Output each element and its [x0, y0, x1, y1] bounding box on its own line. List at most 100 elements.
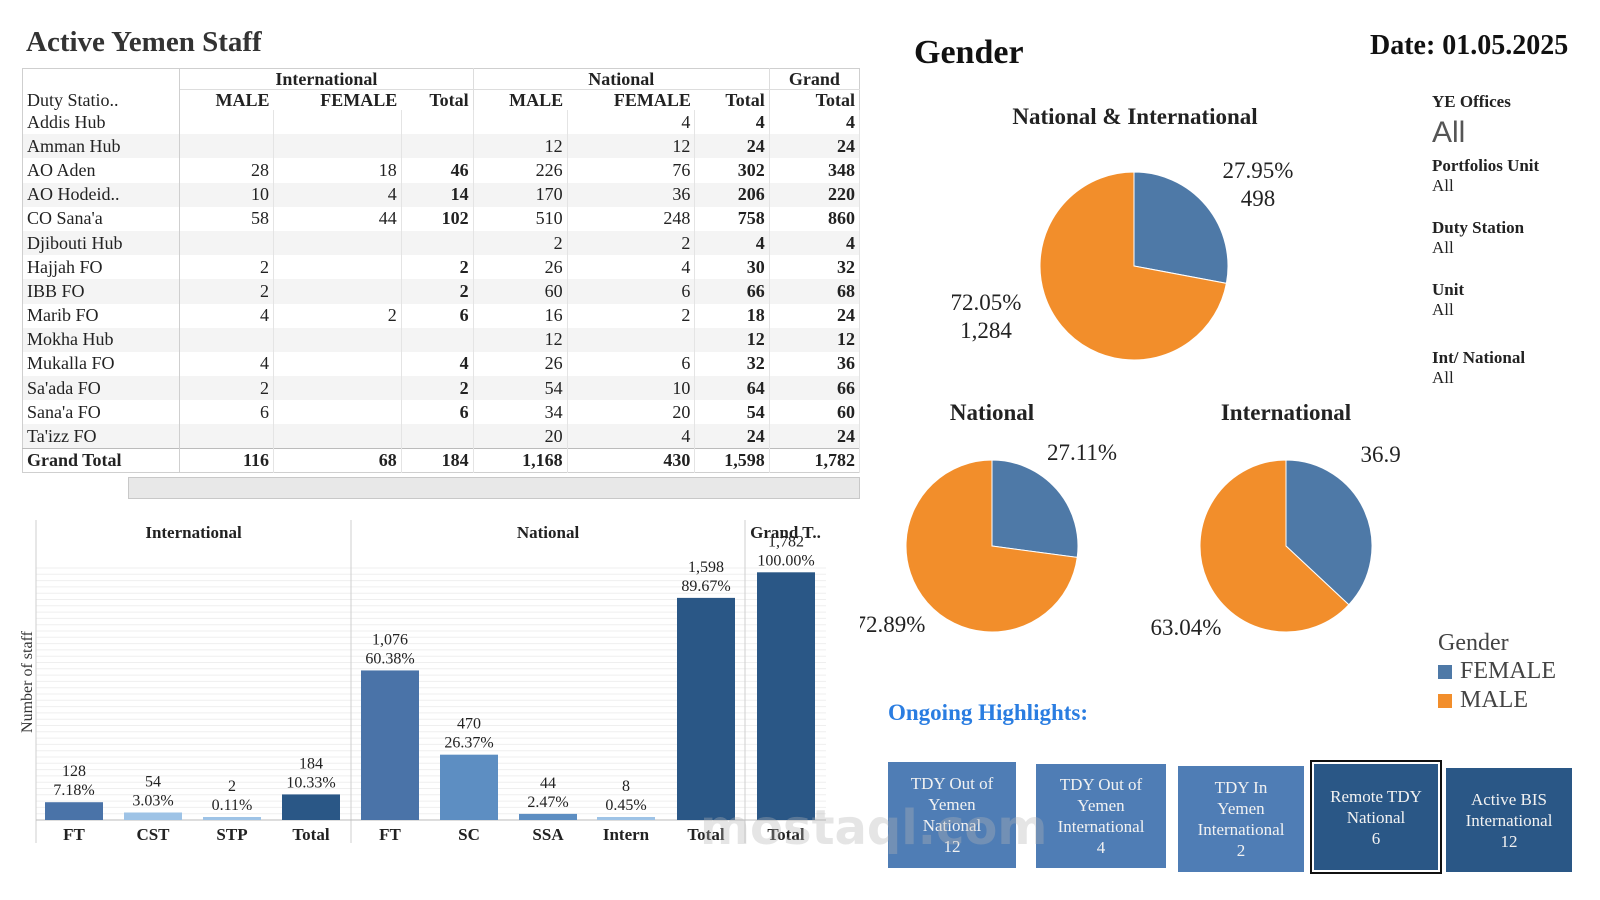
report-date: Date: 01.05.2025: [1370, 30, 1569, 61]
table-cell: 248: [567, 206, 696, 231]
table-cell: 430: [567, 448, 696, 473]
table-cell: [473, 110, 568, 135]
pie-slice: [1285, 459, 1373, 606]
highlight-count: 12: [1500, 831, 1518, 851]
highlight-line: TDY Out of: [1059, 775, 1143, 794]
filter-int-national[interactable]: All: [1432, 368, 1454, 387]
duty-station-cell: CO Sana'a: [22, 206, 181, 231]
table-cell: 4: [567, 110, 696, 135]
table-cell: 16: [473, 303, 568, 328]
highlights-title: Ongoing Highlights:: [888, 700, 1089, 725]
x-tick-label: CST: [136, 825, 170, 844]
column-header: MALE: [215, 90, 270, 110]
column-header: Total: [768, 89, 860, 110]
table-cell: [273, 255, 402, 280]
table-cell: 116: [179, 448, 274, 473]
table-row: Marib FO 4 2 6 16 2 18 24: [22, 303, 861, 328]
highlight-count: 12: [943, 837, 961, 856]
table-cell: 6: [179, 400, 274, 425]
table-cell: 4: [567, 424, 696, 449]
highlight-tdy-out-international[interactable]: TDY Out of Yemen International 4: [1036, 764, 1166, 868]
table-cell: 220: [769, 182, 861, 207]
filter-portfolios-unit[interactable]: All: [1432, 176, 1454, 195]
panel-header: Grand T..: [750, 523, 821, 542]
bar-percent-label: 0.11%: [212, 797, 253, 814]
table-cell: 2: [179, 255, 274, 280]
bar: [124, 812, 182, 820]
table-cell: 68: [769, 279, 861, 304]
highlight-line: Yemen: [1217, 799, 1265, 818]
column-header-row: Duty Statio.. MALE FEMALE Total MALE FEMALE To…: [22, 89, 860, 110]
table-cell: 24: [769, 303, 861, 328]
table-row: Djibouti Hub 2 2 4 4: [22, 230, 861, 256]
pie-title: National & International: [1012, 104, 1257, 129]
table-cell: [179, 110, 274, 135]
table-cell: [401, 110, 474, 135]
table-cell: 2: [401, 279, 474, 304]
highlight-tdy-in-international[interactable]: TDY In Yemen International 2: [1178, 766, 1304, 872]
table-cell: 30: [694, 255, 770, 280]
table-cell: [401, 424, 474, 449]
table-cell: 6: [567, 351, 696, 377]
panel-header: National: [517, 523, 580, 542]
table-cell: [401, 134, 474, 159]
bar-value-label: 1,598: [688, 559, 724, 576]
highlight-line: Yemen: [928, 795, 976, 814]
highlight-count: 4: [1096, 838, 1106, 857]
table-cell: 36: [769, 351, 861, 377]
table-row: Addis Hub 4 4 4: [22, 110, 861, 135]
table-cell: [273, 327, 402, 352]
column-header: Duty Statio..: [22, 89, 181, 110]
highlight-line: International: [1057, 817, 1145, 836]
bar-percent-label: 89.67%: [681, 578, 730, 595]
x-tick-label: FT: [63, 825, 85, 844]
legend-item-male[interactable]: MALE: [1438, 687, 1556, 714]
column-header: MALE: [472, 89, 568, 110]
legend-item-female[interactable]: FEMALE: [1438, 658, 1556, 685]
filter-unit[interactable]: All: [1432, 300, 1454, 319]
duty-station-cell: Marib FO: [22, 303, 181, 328]
table-cell: 170: [473, 182, 568, 207]
group-header-national: National: [472, 68, 770, 90]
table-cell: 60: [473, 279, 568, 304]
table-cell: 1,598: [694, 448, 770, 473]
highlight-tdy-out-national[interactable]: TDY Out of Yemen National 12: [888, 762, 1016, 868]
table-cell: [179, 230, 274, 256]
bar-percent-label: 7.18%: [53, 782, 94, 799]
table-body: Addis Hub 4 4 4 Amman Hub 12 12 24 24 AO Aden 28 18…: [22, 110, 861, 473]
table-cell: 68: [273, 448, 402, 473]
duty-station-cell: AO Hodeid..: [22, 182, 181, 207]
bar: [45, 802, 103, 820]
table-cell: 4: [567, 255, 696, 280]
pie-slice: [1039, 171, 1227, 361]
table-cell: 6: [567, 279, 696, 304]
highlight-active-bis-international[interactable]: Active BIS International 12: [1446, 768, 1572, 872]
table-cell: 44: [273, 206, 402, 231]
gender-pie-charts: National & International 27.95% 498 72.05% 1…: [860, 104, 1400, 640]
table-cell: 24: [694, 424, 770, 449]
table-row: Ta'izz FO 20 4 24 24: [22, 424, 861, 449]
highlight-line: Remote TDY: [1330, 786, 1422, 806]
table-cell: 12: [473, 327, 568, 352]
panel-header: International: [145, 523, 242, 542]
highlight-remote-tdy-national[interactable]: Remote TDY National 6: [1310, 760, 1442, 874]
filter-label-ye-offices: YE Offices: [1432, 92, 1511, 111]
table-cell: 24: [694, 134, 770, 159]
table-cell: 4: [179, 351, 274, 377]
x-tick-label: Intern: [603, 825, 650, 844]
table-cell: 14: [401, 182, 474, 207]
duty-station-cell: Sa'ada FO: [22, 376, 181, 401]
filter-ye-offices[interactable]: All: [1432, 116, 1466, 149]
x-tick-label: SSA: [532, 825, 564, 844]
bar: [597, 817, 655, 820]
horizontal-scrollbar[interactable]: [128, 477, 860, 499]
filter-duty-station[interactable]: All: [1432, 238, 1454, 257]
male-swatch-icon: [1438, 693, 1452, 708]
group-header-grand: Grand: [768, 68, 860, 90]
table-cell: [273, 400, 402, 425]
staff-type-bar-chart: International National Grand T.. Number of …: [19, 520, 826, 844]
bar-percent-label: 100.00%: [757, 552, 814, 569]
watermark-text: mostaql.com: [700, 800, 1048, 856]
group-header-international: International: [179, 68, 474, 90]
table-cell: [567, 327, 696, 352]
